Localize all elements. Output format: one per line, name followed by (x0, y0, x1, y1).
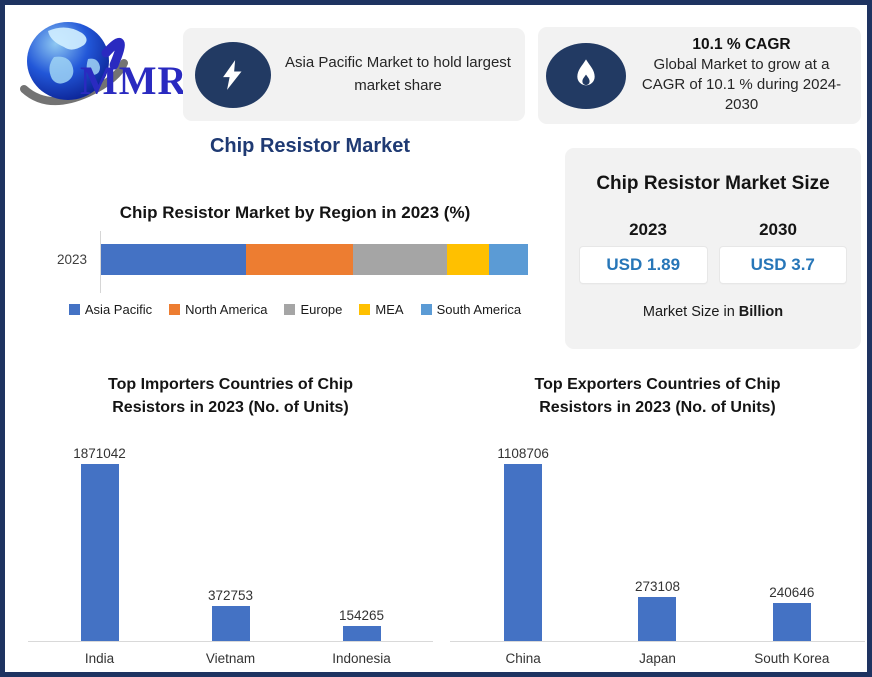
market-size-values: USD 1.89 USD 3.7 (580, 247, 846, 283)
legend-label-north-america: North America (185, 302, 268, 317)
legend-item-mea: MEA (359, 302, 404, 317)
region-chart: Chip Resistor Market by Region in 2023 (… (30, 203, 560, 317)
bar-value-south-korea: 240646 (769, 585, 815, 601)
bar-column-indonesia: 154265 (302, 608, 422, 642)
segment-south-america (489, 244, 528, 275)
year-2030-label: 2030 (759, 220, 797, 239)
exporters-chart: Top Exporters Countries of Chip Resistor… (450, 365, 865, 666)
market-size-years: 2023 2030 (583, 220, 843, 240)
page-title: Chip Resistor Market (209, 135, 411, 157)
region-chart-plot: 2023 (30, 231, 560, 293)
lightning-icon (195, 41, 271, 108)
flame-icon (546, 42, 626, 109)
legend-item-south-america: South America (420, 302, 522, 317)
segment-north-america (245, 244, 353, 275)
legend-label-europe: Europe (300, 302, 343, 317)
importers-categories: India Vietnam Indonesia (28, 642, 433, 666)
value-2023: USD 1.89 (580, 247, 707, 283)
exporters-categories: China Japan South Korea (450, 642, 865, 666)
category-label-japan: Japan (639, 651, 676, 667)
y-axis-line (100, 231, 101, 293)
category-label-indonesia: Indonesia (332, 651, 391, 667)
bar-column-china: 1108706 (463, 446, 583, 642)
bar-column-japan: 273108 (597, 579, 717, 642)
legend-item-north-america: North America (169, 302, 267, 317)
importers-chart-title: Top Importers Countries of Chip Resistor… (107, 376, 354, 417)
bar-value-china: 1108706 (497, 446, 549, 462)
bar-india (80, 464, 119, 642)
category-label-vietnam: Vietnam (205, 651, 256, 667)
value-2030: USD 3.7 (719, 247, 846, 283)
legend-label-asia-pacific: Asia Pacific (84, 302, 153, 317)
legend-marker-south-america (420, 304, 432, 315)
year-2023-label: 2023 (629, 220, 667, 239)
mmr-logo: MMR (18, 19, 188, 114)
bar-column-vietnam: 372753 (171, 588, 291, 642)
segment-mea (446, 244, 490, 275)
category-label-south-korea: South Korea (754, 651, 830, 667)
segment-asia-pacific (100, 244, 246, 275)
region-chart-title: Chip Resistor Market by Region in 2023 (… (119, 203, 471, 222)
bar-indonesia (342, 626, 381, 642)
bar-column-south-korea: 240646 (732, 585, 852, 642)
legend-marker-europe (284, 304, 296, 315)
footer-prefix: Market Size in (642, 304, 739, 320)
legend-label-mea: MEA (375, 302, 404, 317)
bar-value-indonesia: 154265 (338, 608, 385, 624)
callout-cagr: 10.1 % CAGR Global Market to grow at a C… (538, 27, 861, 124)
importers-plot: 1871042 372753 154265 (28, 428, 433, 643)
bar-south-korea (772, 603, 811, 642)
exporters-plot: 1108706 273108 240646 (450, 428, 865, 643)
globe-icon (20, 22, 128, 106)
exporters-chart-title: Top Exporters Countries of Chip Resistor… (534, 376, 781, 417)
bar-china (504, 464, 543, 642)
market-size-card-title: Chip Resistor Market Size (596, 173, 830, 194)
category-label-india: India (84, 651, 115, 667)
importers-chart: Top Importers Countries of Chip Resistor… (28, 365, 433, 666)
stacked-bar (100, 244, 528, 275)
callout-asia-pacific: Asia Pacific Market to hold largest mark… (183, 28, 525, 121)
legend-marker-mea (359, 304, 371, 315)
segment-europe (352, 244, 447, 275)
callout-cagr-body: 10.1 % CAGR Global Market to grow at a C… (626, 36, 861, 114)
bar-value-japan: 273108 (634, 579, 681, 595)
cagr-headline: 10.1 % CAGR (692, 36, 791, 54)
legend-marker-north-america (169, 304, 181, 315)
footer-unit: Billion (738, 304, 784, 320)
market-size-card: Chip Resistor Market Size 2023 2030 USD … (565, 148, 861, 349)
category-label-china: China (505, 651, 541, 667)
legend-marker-asia-pacific (68, 304, 80, 315)
bar-vietnam (211, 606, 250, 642)
bar-value-vietnam: 372753 (207, 588, 254, 604)
bar-column-india: 1871042 (40, 446, 160, 642)
region-legend: Asia Pacific North America Europe MEA South … (30, 302, 560, 317)
logo-text: MMR (80, 58, 188, 103)
bar-value-india: 1871042 (73, 446, 126, 462)
market-size-footer: Market Size in Billion (565, 304, 861, 320)
legend-item-europe: Europe (284, 302, 342, 317)
callout-asia-pacific-text: Asia Pacific Market to hold largest mark… (285, 54, 511, 94)
y-axis-label: 2023 (56, 252, 87, 267)
bar-japan (638, 597, 677, 642)
legend-item-asia-pacific: Asia Pacific (68, 302, 153, 317)
cagr-description: Global Market to grow at a CAGR of 10.1 … (641, 56, 842, 113)
legend-label-south-america: South America (436, 302, 522, 317)
